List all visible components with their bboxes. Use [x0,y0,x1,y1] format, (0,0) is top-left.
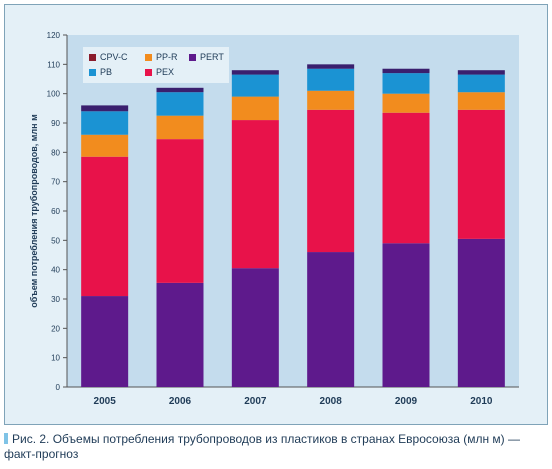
legend-item-cpvc: CPV-C [89,52,128,62]
y-tick-label: 70 [51,178,60,187]
x-tick-label: 2009 [395,396,418,407]
y-tick-label: 90 [51,119,60,128]
legend-label-cpvc: CPV-C [100,52,128,62]
bar-segment-pert-2009 [382,243,430,387]
y-tick-label: 40 [51,266,60,275]
bar-segment-pert-2006 [156,282,204,387]
bar-segment-pert-2010 [457,238,505,387]
plot-area [67,35,519,387]
bar-segment-cpvc-2010 [457,70,505,75]
y-tick-label: 100 [47,90,61,99]
bar-segment-pex-2007 [231,120,279,269]
bar-segment-cpvc-2007 [231,70,279,75]
bar-segment-pex-2010 [457,109,505,239]
bar-segment-pb-2005 [81,111,129,135]
bar-segment-pert-2007 [231,268,279,387]
bar-segment-cpvc-2005 [81,105,129,112]
legend-swatch-pex [145,68,152,76]
bar-segment-pex-2006 [156,139,204,283]
y-tick-label: 80 [51,148,60,157]
legend-item-pb: PB [89,67,112,77]
x-tick-label: 2008 [320,396,343,407]
chart-figure: 0 10 20 30 40 50 60 70 80 90 100 110 120 объем потреб… [4,4,548,425]
bar-segment-cpvc-2009 [382,68,430,74]
y-tick-label: 120 [47,31,61,40]
legend-swatch-pb [89,68,96,76]
bar-segment-ppr-2006 [156,115,204,140]
bar-segment-pb-2006 [156,92,204,116]
bar-segment-ppr-2010 [457,92,505,110]
legend-label-pb: PB [100,67,113,77]
y-axis-label: объем потребления трубопроводов, млн м [29,114,39,308]
y-tick-label: 10 [51,354,60,363]
bar-segment-pex-2008 [307,109,355,253]
legend-swatch-cpvc [89,53,96,61]
bar-segment-pb-2010 [457,74,505,93]
legend-item-ppr: PP-R [145,52,178,62]
legend-item-pert: PERT [189,52,224,62]
bar-segment-cpvc-2006 [156,87,204,93]
x-tick-label: 2006 [169,396,192,407]
legend-item-pex: PEX [145,67,174,77]
y-tick-label: 110 [47,60,60,69]
bar-segment-ppr-2007 [231,96,279,121]
bar-segment-ppr-2005 [81,134,129,157]
y-tick-label: 60 [51,207,60,216]
bar-segment-cpvc-2008 [307,64,355,69]
bar-segment-pex-2005 [81,156,129,297]
caption-marker [4,433,8,444]
x-tick-label: 2010 [470,396,493,407]
y-tick-label: 30 [51,295,60,304]
x-tick-label: 2005 [94,396,117,407]
legend-label-ppr: PP-R [156,52,178,62]
bar-segment-pb-2008 [307,68,355,91]
bar-segment-ppr-2008 [307,90,355,110]
bar-segment-ppr-2009 [382,93,430,113]
legend-swatch-pert [189,53,196,61]
chart-svg: 0 10 20 30 40 50 60 70 80 90 100 110 120 объем потреб… [29,31,519,407]
bar-segment-pex-2009 [382,112,430,244]
bar-segment-pert-2005 [81,296,129,387]
legend-swatch-ppr [145,53,152,61]
bar-segment-pb-2009 [382,73,430,94]
caption-text: Рис. 2. Объемы потребления трубопроводов… [4,432,520,461]
y-tick-label: 50 [51,236,60,245]
legend-label-pert: PERT [200,52,224,62]
x-tick-label: 2007 [244,396,267,407]
bar-segment-pert-2008 [307,252,355,387]
y-tick-label: 20 [51,324,60,333]
y-tick-label: 0 [56,383,61,392]
chart-legend: CPV-C PP-R PERT PB PEX [83,47,229,83]
legend-label-pex: PEX [156,67,175,77]
figure-caption: Рис. 2. Объемы потребления трубопроводов… [4,432,550,462]
bar-segment-pb-2007 [231,74,279,97]
